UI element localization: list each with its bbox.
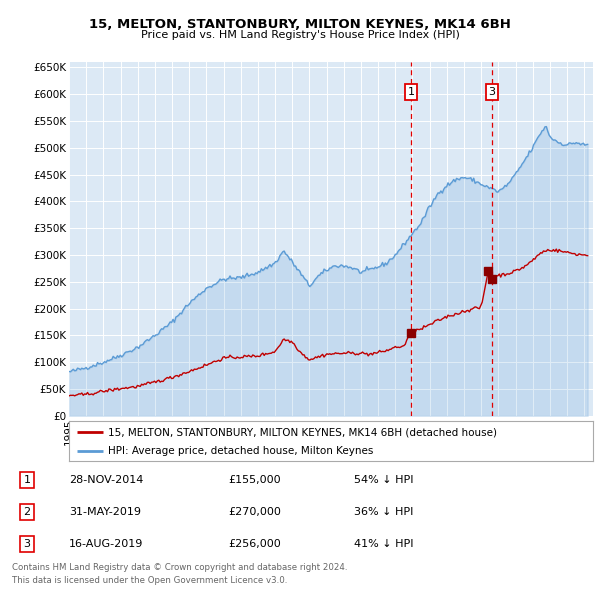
Text: 15, MELTON, STANTONBURY, MILTON KEYNES, MK14 6BH: 15, MELTON, STANTONBURY, MILTON KEYNES, … bbox=[89, 18, 511, 31]
Text: £270,000: £270,000 bbox=[228, 507, 281, 517]
Text: 3: 3 bbox=[23, 539, 31, 549]
Text: 3: 3 bbox=[488, 87, 496, 97]
Text: 2: 2 bbox=[23, 507, 31, 517]
Text: £256,000: £256,000 bbox=[228, 539, 281, 549]
Text: 16-AUG-2019: 16-AUG-2019 bbox=[69, 539, 143, 549]
Text: HPI: Average price, detached house, Milton Keynes: HPI: Average price, detached house, Milt… bbox=[108, 445, 374, 455]
Text: 31-MAY-2019: 31-MAY-2019 bbox=[69, 507, 141, 517]
Text: 36% ↓ HPI: 36% ↓ HPI bbox=[354, 507, 413, 517]
Text: 1: 1 bbox=[407, 87, 415, 97]
Text: Contains HM Land Registry data © Crown copyright and database right 2024.: Contains HM Land Registry data © Crown c… bbox=[12, 563, 347, 572]
Text: 41% ↓ HPI: 41% ↓ HPI bbox=[354, 539, 413, 549]
Text: 28-NOV-2014: 28-NOV-2014 bbox=[69, 476, 143, 485]
Text: This data is licensed under the Open Government Licence v3.0.: This data is licensed under the Open Gov… bbox=[12, 576, 287, 585]
Text: 1: 1 bbox=[23, 476, 31, 485]
Text: Price paid vs. HM Land Registry's House Price Index (HPI): Price paid vs. HM Land Registry's House … bbox=[140, 30, 460, 40]
Text: £155,000: £155,000 bbox=[228, 476, 281, 485]
Text: 15, MELTON, STANTONBURY, MILTON KEYNES, MK14 6BH (detached house): 15, MELTON, STANTONBURY, MILTON KEYNES, … bbox=[108, 427, 497, 437]
Text: 54% ↓ HPI: 54% ↓ HPI bbox=[354, 476, 413, 485]
